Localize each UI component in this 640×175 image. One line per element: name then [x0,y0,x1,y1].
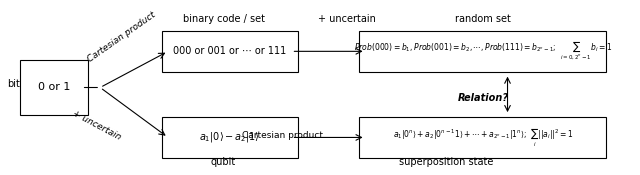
Text: $Prob(000)=b_1, Prob(001)=b_2, \cdots, Prob(111)=b_{2^n-1}$;  $\sum_{i=0,2^n-1} : $Prob(000)=b_1, Prob(001)=b_2, \cdots, P… [354,40,612,62]
Text: Relation?: Relation? [458,93,508,103]
Text: $a_1|0\rangle - a_2|1\rangle$: $a_1|0\rangle - a_2|1\rangle$ [199,130,260,144]
Text: 000 or 001 or ⋯ or 111: 000 or 001 or ⋯ or 111 [173,46,286,56]
Text: qubit: qubit [211,157,236,167]
FancyBboxPatch shape [360,31,606,72]
Text: 0 or 1: 0 or 1 [38,82,70,93]
Text: Cartesian product: Cartesian product [242,131,323,140]
FancyBboxPatch shape [162,31,298,72]
Text: + uncertain: + uncertain [318,14,376,24]
FancyBboxPatch shape [162,117,298,158]
Text: $a_1|0^n\rangle + a_2|0^{n-1}1\rangle + \cdots + a_{2^n-1}|1^n\rangle$;  $\sum_{: $a_1|0^n\rangle + a_2|0^{n-1}1\rangle + … [392,126,573,149]
Text: Cartesian product: Cartesian product [86,11,157,64]
Text: random set: random set [455,14,511,24]
FancyBboxPatch shape [20,60,88,115]
Text: binary code / set: binary code / set [182,14,264,24]
FancyBboxPatch shape [360,117,606,158]
Text: + uncertain: + uncertain [72,109,123,142]
Text: bit: bit [8,79,20,89]
Text: superposition state: superposition state [399,157,493,167]
